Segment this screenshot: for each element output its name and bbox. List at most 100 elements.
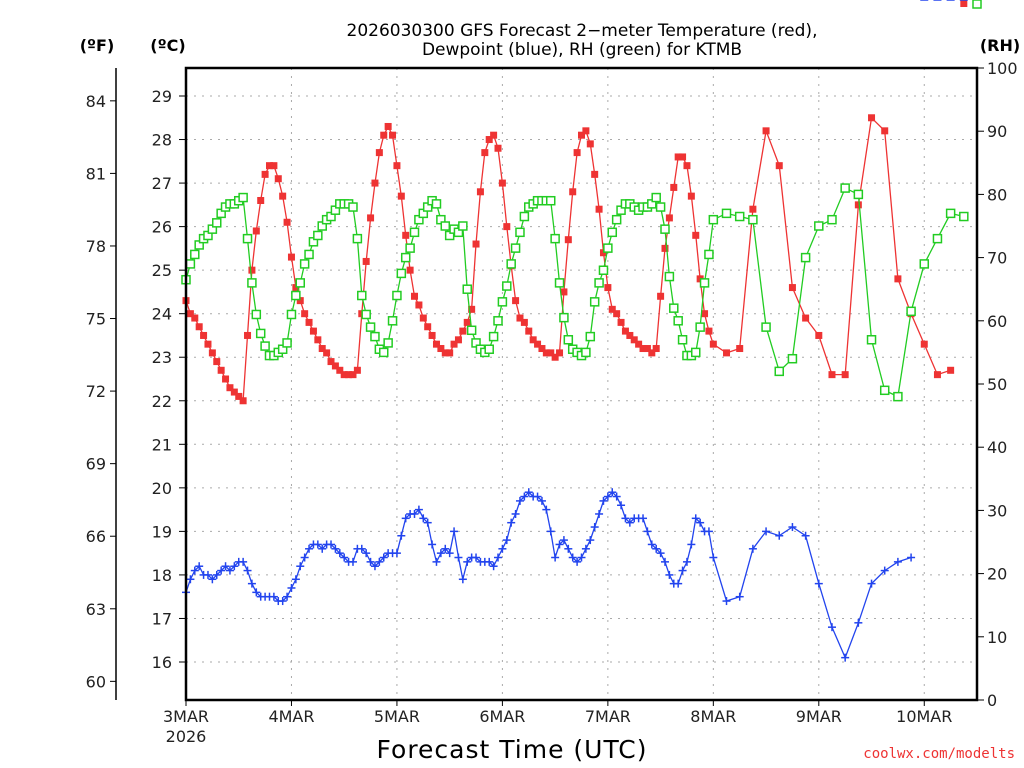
- data-point: [340, 553, 349, 562]
- data-point: [661, 244, 669, 252]
- data-point: [454, 553, 463, 562]
- data-point: [815, 331, 823, 339]
- data-point: [387, 316, 398, 326]
- celsius-tick-label: 22: [152, 392, 172, 411]
- data-point: [313, 230, 323, 241]
- data-point: [894, 275, 902, 283]
- celsius-tick-label: 24: [152, 305, 172, 324]
- data-point: [190, 566, 199, 575]
- data-point: [327, 540, 336, 549]
- data-point: [603, 243, 613, 253]
- data-point: [383, 338, 393, 348]
- data-point: [255, 328, 266, 339]
- data-point: [854, 618, 863, 627]
- data-point: [607, 227, 618, 238]
- data-point: [761, 322, 771, 332]
- data-point: [357, 544, 366, 553]
- data-point: [466, 325, 477, 336]
- data-point: [270, 162, 278, 170]
- data-point: [336, 366, 344, 374]
- series-line-relative-humidity: [185, 187, 964, 398]
- series-2-meter-temperature: [182, 0, 981, 405]
- data-point: [608, 488, 617, 497]
- data-point: [723, 349, 731, 357]
- data-point: [657, 292, 665, 300]
- data-point: [774, 366, 784, 377]
- data-point: [669, 303, 679, 313]
- data-point: [721, 208, 732, 219]
- data-point: [569, 188, 577, 196]
- data-point: [269, 592, 278, 601]
- rh-tick-label: 70: [987, 249, 1007, 268]
- x-tick-label: 9MAR: [796, 707, 842, 726]
- data-point: [547, 349, 555, 357]
- data-point: [586, 140, 594, 148]
- credit-link[interactable]: coolwx.com/modelts: [863, 746, 1015, 762]
- data-point: [489, 562, 498, 571]
- x-tick-label: 8MAR: [690, 707, 736, 726]
- data-point: [243, 566, 252, 575]
- data-point: [441, 544, 450, 553]
- fahrenheit-tick-label: 63: [86, 600, 106, 619]
- data-point: [841, 371, 849, 379]
- data-point: [510, 243, 521, 253]
- data-point: [639, 345, 647, 353]
- data-point: [375, 557, 384, 566]
- data-point: [591, 170, 599, 178]
- data-point: [244, 331, 252, 339]
- data-point: [217, 566, 226, 575]
- data-point: [652, 544, 661, 553]
- data-point: [748, 214, 758, 225]
- data-point: [868, 114, 876, 122]
- data-point: [687, 540, 696, 549]
- chart-title-line1: 2026030300 GFS Forecast 2−meter Temperat…: [347, 21, 818, 41]
- data-point: [299, 259, 310, 269]
- data-point: [608, 305, 616, 313]
- data-point: [674, 153, 682, 161]
- data-point: [423, 518, 432, 527]
- fahrenheit-unit-label: (ºF): [80, 36, 115, 55]
- data-point: [709, 553, 718, 562]
- data-point: [331, 544, 340, 553]
- data-point: [554, 278, 565, 288]
- data-point: [827, 214, 837, 225]
- data-point: [348, 202, 358, 212]
- data-point: [402, 231, 410, 239]
- data-point: [411, 292, 419, 300]
- data-point: [788, 523, 797, 532]
- data-point: [283, 218, 291, 226]
- data-point: [506, 259, 516, 269]
- grid-lines: [186, 68, 977, 700]
- data-point: [814, 579, 823, 588]
- data-point: [564, 236, 572, 244]
- data-point: [814, 221, 824, 231]
- data-point: [450, 340, 458, 348]
- data-point: [472, 553, 481, 562]
- data-point: [722, 597, 731, 606]
- data-point: [379, 553, 388, 562]
- data-point: [945, 208, 956, 219]
- data-point: [186, 575, 195, 584]
- data-point: [788, 284, 796, 292]
- data-point: [409, 227, 420, 238]
- data-point: [677, 335, 688, 345]
- data-point: [279, 192, 287, 200]
- data-point: [208, 349, 216, 357]
- data-point: [699, 278, 710, 288]
- data-point: [827, 623, 836, 632]
- data-point: [410, 509, 419, 518]
- data-point: [546, 527, 555, 536]
- data-point: [367, 214, 375, 222]
- data-point: [301, 310, 309, 318]
- data-point: [512, 297, 520, 305]
- data-point: [191, 314, 199, 322]
- data-point: [687, 192, 695, 200]
- data-point: [208, 575, 217, 584]
- data-point: [314, 336, 322, 344]
- data-point: [559, 312, 569, 323]
- data-point: [595, 205, 603, 213]
- data-point: [247, 579, 256, 588]
- data-point: [881, 127, 889, 135]
- data-point: [485, 557, 494, 566]
- data-point: [458, 221, 468, 231]
